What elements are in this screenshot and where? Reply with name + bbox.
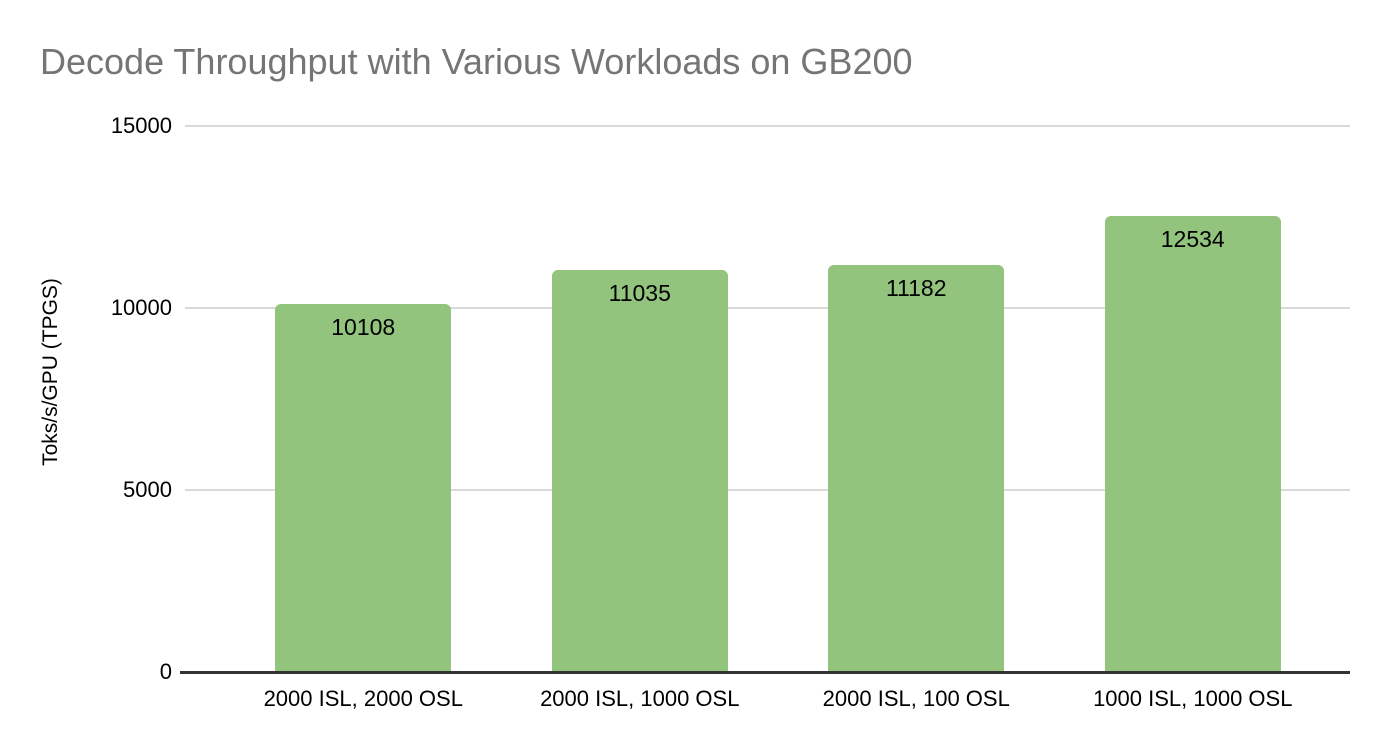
chart-title: Decode Throughput with Various Workloads… [40, 41, 913, 82]
gridline [185, 125, 1350, 127]
bar [275, 304, 452, 672]
y-axis-tick-label: 15000 [110, 113, 172, 138]
bar [1104, 215, 1281, 672]
bar-value-label: 12534 [1160, 225, 1225, 252]
x-axis-tick-label: 1000 ISL, 1000 OSL [1093, 686, 1293, 711]
x-axis-tick-label: 2000 ISL, 1000 OSL [540, 686, 740, 711]
gridline [185, 489, 1350, 491]
gridline [185, 307, 1350, 309]
y-axis-tick-label: 10000 [110, 295, 172, 320]
bar [828, 264, 1005, 672]
bar [551, 270, 728, 672]
bar-value-label: 11182 [885, 274, 947, 301]
y-axis-tick-label: 0 [159, 659, 172, 684]
bar-value-label: 11035 [608, 280, 671, 307]
bar-value-label: 10108 [331, 314, 396, 341]
y-axis-tick-label: 5000 [123, 477, 172, 502]
x-axis-tick-label: 2000 ISL, 100 OSL [822, 686, 1010, 711]
x-axis-line [180, 671, 1350, 674]
x-axis-tick-label: 2000 ISL, 2000 OSL [263, 686, 463, 711]
